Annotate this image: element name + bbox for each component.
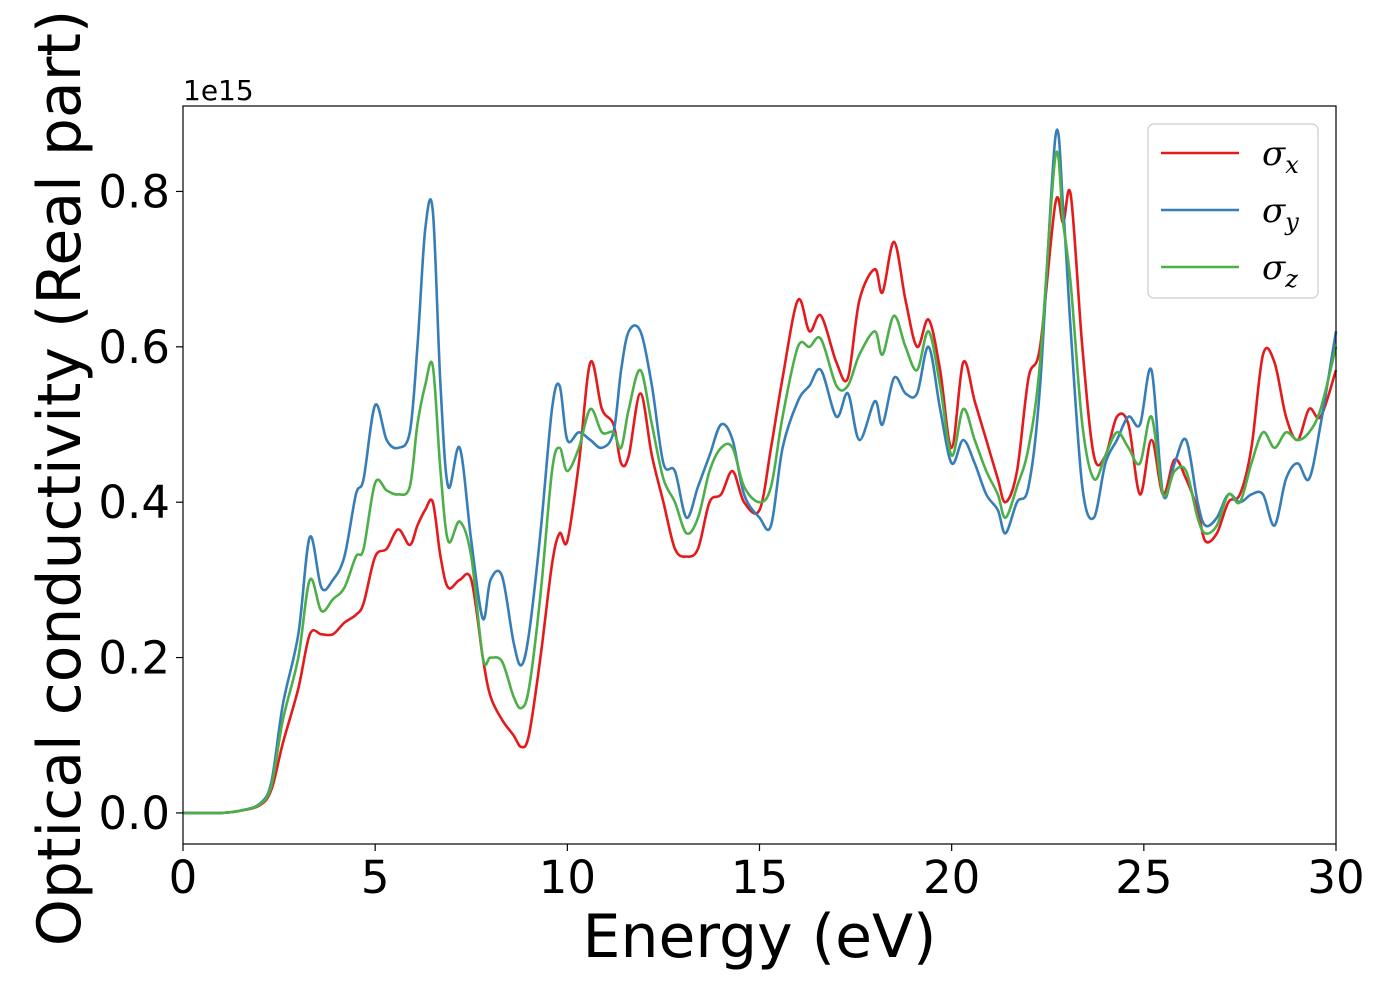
y-tick-label: 0.2 [98, 632, 170, 685]
x-tick-label: 30 [1307, 851, 1364, 904]
y-axis: 0.0 0.2 0.4 0.6 0.8 [98, 165, 183, 840]
x-axis-title: Energy (eV) [583, 902, 937, 972]
series-line-y [182, 128, 1338, 815]
y-tick-label: 0.6 [98, 321, 170, 374]
x-tick-label: 25 [1115, 851, 1172, 904]
x-tick-label: 0 [169, 851, 198, 904]
legend-label-z: σz [1262, 248, 1298, 293]
x-tick-label: 20 [923, 851, 980, 904]
y-tick-label: 0.4 [98, 476, 170, 529]
series-layer [182, 128, 1338, 815]
series-line-x [182, 188, 1338, 815]
legend-label-x: σx [1262, 134, 1299, 179]
y-offset-label: 1e15 [183, 74, 254, 107]
x-tick-label: 10 [539, 851, 596, 904]
x-tick-label: 15 [731, 851, 788, 904]
series-line-z [182, 150, 1338, 815]
y-tick-label: 0.8 [98, 165, 170, 218]
legend-label-y: σy [1262, 191, 1299, 236]
x-axis: 0 5 10 15 20 25 30 [169, 844, 1365, 904]
y-axis-title: Optical conductivity (Real part) [25, 10, 95, 947]
x-tick-label: 5 [361, 851, 390, 904]
y-tick-label: 0.0 [98, 787, 170, 840]
legend: σx σy σz [1147, 123, 1319, 299]
